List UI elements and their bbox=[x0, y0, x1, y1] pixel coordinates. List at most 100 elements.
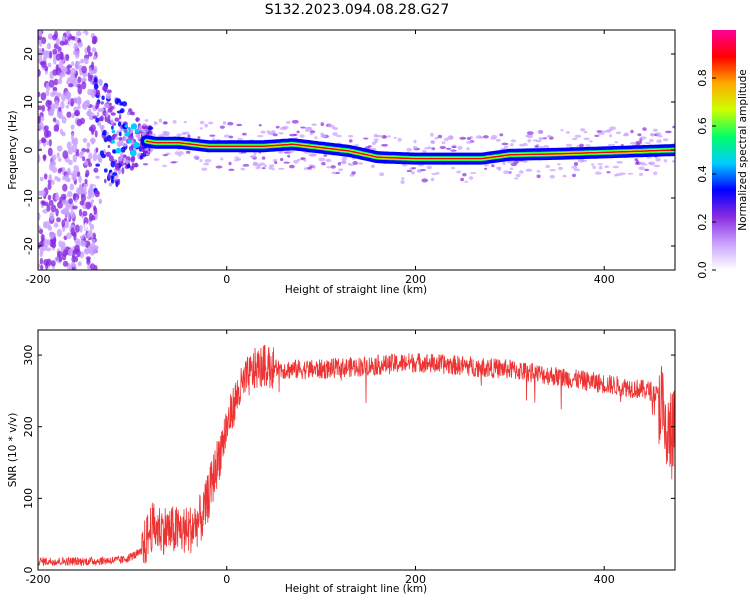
spectrogram-noise-blob bbox=[95, 175, 100, 179]
spectrogram-halo-blob bbox=[571, 137, 578, 141]
spectrogram-noise-blob bbox=[74, 224, 80, 233]
spectrogram-halo-blob bbox=[648, 161, 653, 165]
spectrogram-x-tick-label: -200 bbox=[26, 273, 51, 286]
spectrogram-halo-blob bbox=[320, 122, 325, 127]
spectrogram-bright-blob bbox=[133, 141, 140, 148]
spectrogram-bright-blob bbox=[124, 124, 128, 128]
spectrogram-noise-blob bbox=[92, 55, 97, 60]
spectrogram-halo-blob bbox=[318, 157, 326, 162]
spectrogram-noise-blob bbox=[67, 211, 71, 220]
spectrogram-halo-blob bbox=[325, 158, 332, 163]
spectrogram-halo-blob bbox=[299, 134, 305, 138]
spectrogram-noise-blob bbox=[90, 199, 95, 204]
spectrogram-halo-blob bbox=[672, 125, 675, 129]
spectrogram-halo-blob bbox=[451, 146, 457, 148]
spectrogram-noise-blob bbox=[78, 151, 84, 159]
spectrogram-noise-blob bbox=[55, 192, 59, 200]
spectrogram-noise-blob bbox=[92, 232, 96, 240]
spectrogram-halo-blob bbox=[657, 135, 663, 138]
spectrogram-halo-blob bbox=[303, 159, 307, 162]
spectrogram-halo-blob bbox=[326, 166, 332, 169]
spectrogram-halo-blob bbox=[519, 143, 525, 147]
spectrogram-noise-blob bbox=[45, 90, 50, 96]
spectrogram-halo-blob bbox=[220, 157, 224, 161]
spectrogram-noise-blob bbox=[88, 212, 94, 222]
spectrogram-noise-blob bbox=[40, 200, 46, 205]
spectrogram-noise-blob bbox=[67, 159, 73, 165]
spectrogram-noise-blob bbox=[84, 173, 89, 178]
spectrogram-noise-blob bbox=[50, 204, 57, 213]
spectrogram-noise-blob bbox=[104, 86, 107, 93]
spectrogram-noise-blob bbox=[62, 175, 67, 181]
spectrogram-noise-blob bbox=[147, 126, 154, 131]
spectrogram-halo-blob bbox=[381, 143, 389, 147]
spectrogram-halo-blob bbox=[499, 133, 504, 137]
spectrogram-halo-blob bbox=[233, 159, 240, 162]
spectrogram-halo-blob bbox=[655, 158, 661, 162]
spectrogram-halo-blob bbox=[462, 173, 467, 177]
spectrogram-halo-blob bbox=[638, 161, 646, 165]
spectrogram-noise-blob bbox=[41, 138, 47, 143]
spectrogram-halo-blob bbox=[275, 125, 280, 129]
spectrogram-halo-blob bbox=[627, 172, 634, 175]
spectrogram-halo-blob bbox=[606, 171, 611, 174]
spectrogram-noise-blob bbox=[105, 92, 112, 100]
spectrogram-halo-blob bbox=[199, 127, 203, 130]
spectrogram-noise-blob bbox=[79, 224, 83, 233]
spectrogram-halo-blob bbox=[525, 135, 530, 137]
spectrogram-halo-blob bbox=[323, 154, 328, 157]
spectrogram-noise-blob bbox=[61, 116, 67, 124]
spectrogram-halo-blob bbox=[502, 161, 506, 166]
spectrogram-halo-blob bbox=[585, 144, 591, 147]
spectrogram-noise-blob bbox=[54, 176, 59, 181]
spectrogram-noise-blob bbox=[56, 152, 60, 158]
spectrogram-noise-blob bbox=[80, 193, 86, 203]
spectrogram-noise-blob bbox=[41, 60, 47, 68]
spectrogram-halo-blob bbox=[283, 161, 291, 164]
spectrogram-halo-blob bbox=[439, 145, 446, 150]
spectrogram-bright-blob bbox=[115, 147, 122, 154]
spectrogram-halo-blob bbox=[305, 129, 310, 132]
spectrogram-halo-blob bbox=[466, 147, 470, 151]
spectrogram-noise-blob bbox=[71, 36, 76, 41]
spectrogram-halo-blob bbox=[469, 172, 477, 174]
spectrogram-noise-blob bbox=[38, 263, 41, 269]
spectrogram-halo-blob bbox=[249, 155, 257, 159]
spectrogram-noise-blob bbox=[43, 173, 48, 180]
spectrogram-noise-blob bbox=[55, 208, 59, 217]
spectrogram-halo-blob bbox=[314, 136, 318, 140]
spectrogram-noise-blob bbox=[83, 217, 89, 226]
spectrogram-halo-blob bbox=[441, 141, 446, 145]
spectrogram-halo-blob bbox=[278, 167, 285, 170]
spectrogram-noise-blob bbox=[69, 183, 75, 191]
spectrogram-noise-blob bbox=[38, 139, 42, 144]
spectrogram-halo-blob bbox=[426, 165, 433, 170]
spectrogram-halo-blob bbox=[601, 130, 607, 133]
spectrogram-noise-blob bbox=[50, 179, 55, 185]
spectrogram-halo-blob bbox=[153, 121, 157, 125]
spectrogram-halo-blob bbox=[187, 134, 191, 139]
spectrogram-halo-blob bbox=[412, 145, 417, 150]
spectrogram-noise-blob bbox=[84, 36, 89, 43]
spectrogram-noise-blob bbox=[96, 111, 100, 118]
spectrogram-halo-blob bbox=[501, 142, 509, 146]
spectrogram-halo-blob bbox=[341, 157, 347, 161]
spectrogram-noise-blob bbox=[135, 117, 139, 123]
spectrogram-noise-blob bbox=[47, 33, 53, 40]
spectrogram-halo-blob bbox=[223, 134, 230, 138]
spectrogram-noise-blob bbox=[99, 150, 104, 156]
spectrogram-noise-blob bbox=[64, 98, 69, 106]
spectrogram-noise-blob bbox=[120, 146, 126, 153]
colorbar-ticks: 0.0 0.2 0.4 0.6 0.8 bbox=[696, 69, 716, 279]
spectrogram-halo-blob bbox=[430, 140, 435, 144]
spectrogram-bright-blob bbox=[124, 132, 128, 137]
spectrogram-noise-blob bbox=[38, 48, 42, 53]
spectrogram-noise-blob bbox=[115, 181, 119, 188]
spectrogram-halo-blob bbox=[406, 169, 412, 173]
spectrogram-halo-blob bbox=[509, 167, 514, 171]
spectrogram-noise-blob bbox=[58, 255, 63, 262]
spectrogram-noise-blob bbox=[93, 205, 97, 212]
spectrogram-noise-blob bbox=[95, 147, 99, 153]
spectrogram-halo-blob bbox=[594, 134, 600, 137]
